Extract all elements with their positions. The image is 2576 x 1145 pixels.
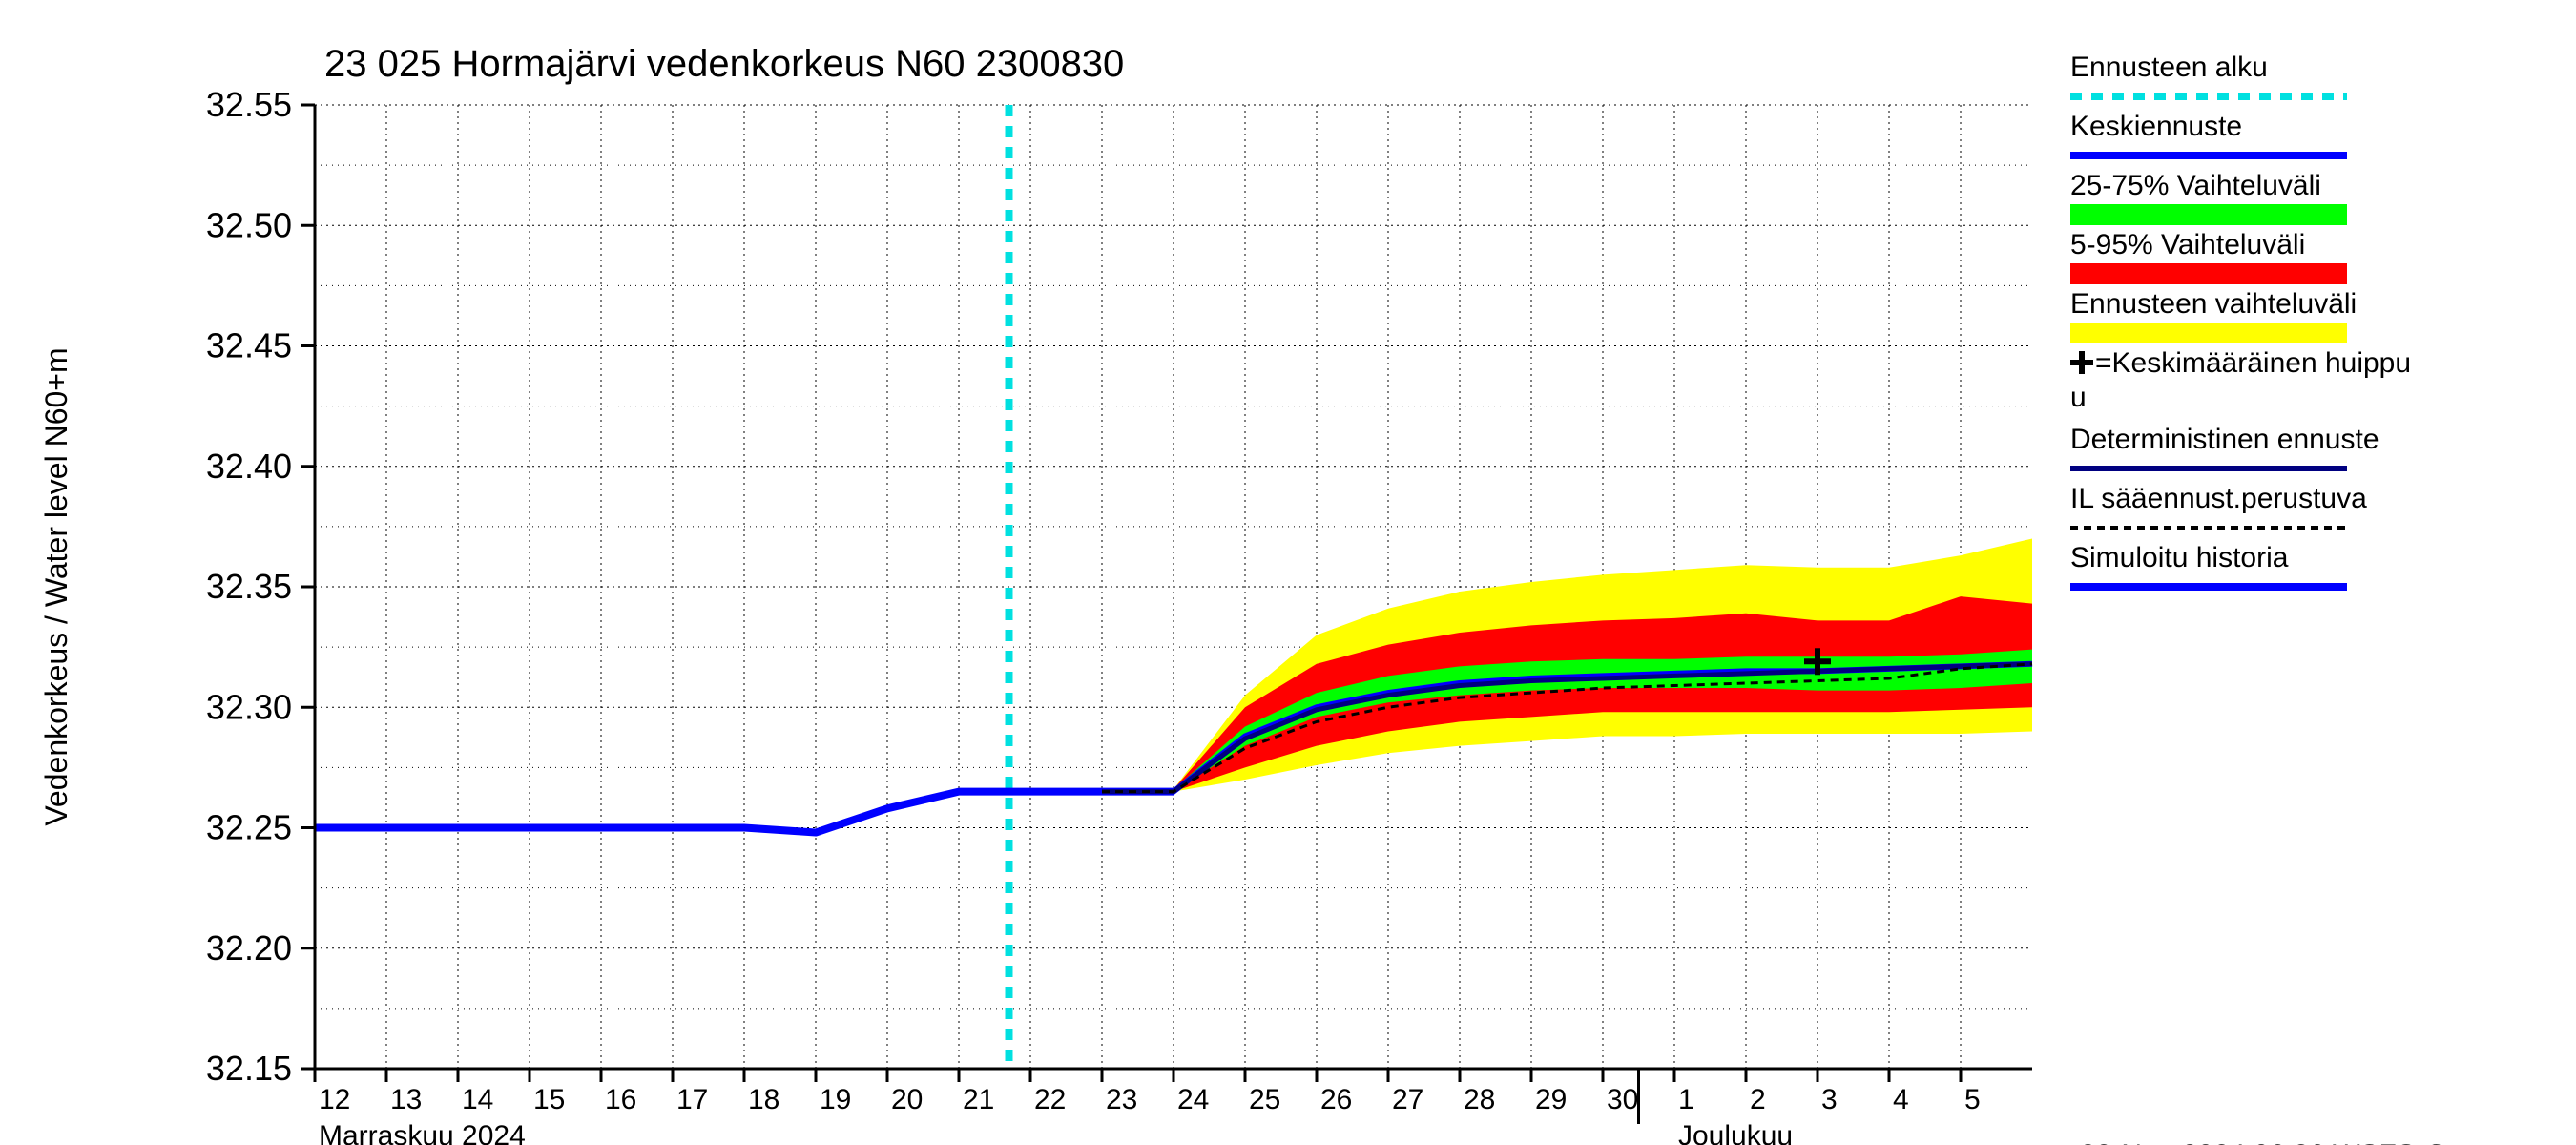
xtick-label: 13 (390, 1084, 422, 1115)
ytick-label: 32.50 (206, 205, 292, 244)
xtick-label: 21 (963, 1084, 994, 1115)
ytick-label: 32.15 (206, 1049, 292, 1088)
legend-swatch (2070, 204, 2347, 225)
xtick-label: 20 (891, 1084, 923, 1115)
chart-title: 23 025 Hormajärvi vedenkorkeus N60 23008… (324, 43, 1124, 85)
legend-label: Keskiennuste (2070, 111, 2242, 142)
xtick-label: 18 (748, 1084, 779, 1115)
xtick-label: 12 (319, 1084, 350, 1115)
xtick-label: 16 (605, 1084, 636, 1115)
legend-label: Deterministinen ennuste (2070, 424, 2379, 455)
legend-label: 5-95% Vaihteluväli (2070, 229, 2305, 260)
legend-label: Ennusteen alku (2070, 52, 2268, 83)
month2-fi: Joulukuu (1678, 1120, 1793, 1145)
xtick-label: 27 (1392, 1084, 1423, 1115)
legend: Ennusteen alku Keskiennuste 25-75% Vaihtel… (2070, 52, 2411, 587)
xtick-label: 1 (1678, 1084, 1694, 1115)
xtick-label: 28 (1464, 1084, 1495, 1115)
ytick-label: 32.45 (206, 326, 292, 365)
legend-label: u (2070, 382, 2087, 413)
uncertainty-bands (1102, 539, 2032, 792)
xtick-label: 24 (1177, 1084, 1209, 1115)
ytick-label: 32.55 (206, 85, 292, 124)
legend-label: 25-75% Vaihteluväli (2070, 170, 2321, 201)
legend-label: Ennusteen vaihteluväli (2070, 288, 2357, 320)
legend-swatch (2070, 263, 2347, 284)
xtick-label: 17 (676, 1084, 708, 1115)
xtick-label: 5 (1964, 1084, 1981, 1115)
band-90 (1102, 596, 2032, 792)
xtick-label: 30 (1607, 1084, 1638, 1115)
ytick-label: 32.20 (206, 928, 292, 968)
y-axis-label: Vedenkorkeus / Water level N60+m (39, 347, 73, 825)
xtick-label: 25 (1249, 1084, 1280, 1115)
ytick-label: 32.35 (206, 567, 292, 606)
legend-label: =Keskimääräinen huippu (2095, 347, 2411, 379)
xtick-label: 2 (1750, 1084, 1766, 1115)
xtick-label: 15 (533, 1084, 565, 1115)
xtick-label: 29 (1535, 1084, 1567, 1115)
xtick-label: 3 (1821, 1084, 1838, 1115)
ytick-label: 32.40 (206, 447, 292, 486)
legend-swatch (2070, 323, 2347, 344)
xtick-label: 26 (1320, 1084, 1352, 1115)
xtick-label: 14 (462, 1084, 493, 1115)
xtick-label: 4 (1893, 1084, 1909, 1115)
ytick-label: 32.25 (206, 808, 292, 847)
xtick-label: 22 (1034, 1084, 1066, 1115)
month1-fi: Marraskuu 2024 (319, 1120, 526, 1145)
legend-label: Simuloitu historia (2070, 542, 2289, 573)
ytick-label: 32.30 (206, 687, 292, 726)
water-level-chart: 32.15 32.20 32.25 32.30 32.35 32.40 32.45 32.50… (0, 0, 2576, 1145)
xtick-label: 23 (1106, 1084, 1137, 1115)
legend-label: IL sääennust.perustuva (2070, 483, 2367, 514)
xtick-label: 19 (820, 1084, 851, 1115)
chart-container: 32.15 32.20 32.25 32.30 32.35 32.40 32.45 32.50… (0, 0, 2576, 1145)
footer-timestamp: 22-Nov-2024 06:36 WSFS-O (2080, 1139, 2447, 1145)
